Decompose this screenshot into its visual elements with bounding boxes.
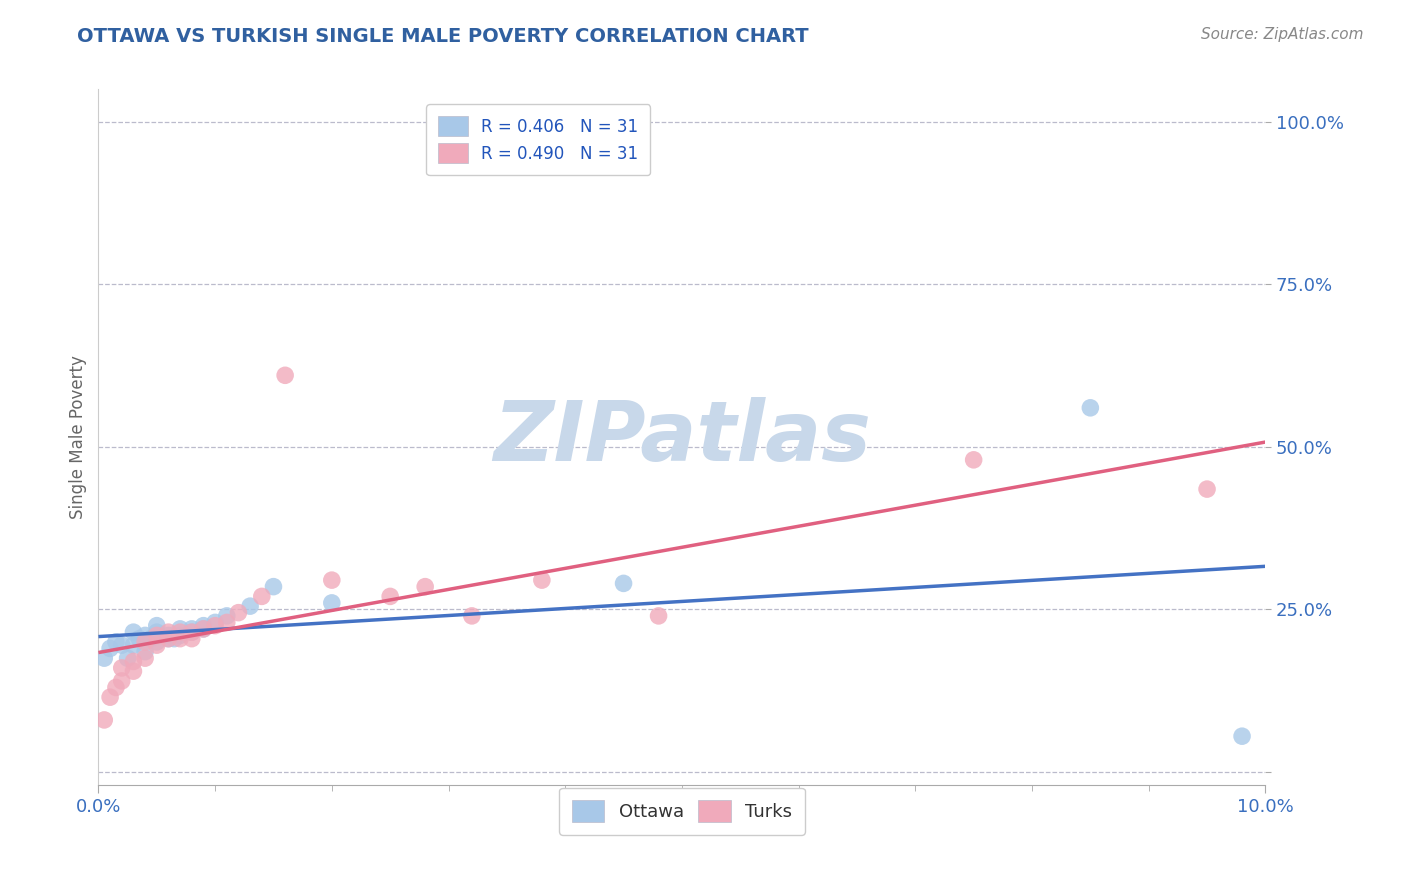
Point bbox=[193, 622, 215, 636]
Point bbox=[461, 608, 484, 623]
Point bbox=[262, 580, 284, 594]
Point bbox=[98, 690, 121, 705]
Point bbox=[93, 713, 115, 727]
Point bbox=[122, 625, 145, 640]
Text: OTTAWA VS TURKISH SINGLE MALE POVERTY CORRELATION CHART: OTTAWA VS TURKISH SINGLE MALE POVERTY CO… bbox=[77, 27, 808, 45]
Point bbox=[98, 641, 121, 656]
Point bbox=[169, 625, 191, 640]
Point bbox=[122, 638, 145, 652]
Point bbox=[204, 618, 226, 632]
Point bbox=[139, 632, 162, 646]
Point bbox=[413, 580, 436, 594]
Point bbox=[180, 632, 202, 646]
Point bbox=[146, 625, 169, 640]
Point bbox=[134, 628, 156, 642]
Point bbox=[146, 618, 169, 632]
Text: ZIPatlas: ZIPatlas bbox=[494, 397, 870, 477]
Point bbox=[380, 590, 402, 604]
Point bbox=[111, 661, 134, 675]
Point bbox=[93, 651, 115, 665]
Point bbox=[169, 622, 191, 636]
Point bbox=[111, 638, 134, 652]
Point bbox=[647, 608, 669, 623]
Point bbox=[111, 673, 134, 688]
Y-axis label: Single Male Poverty: Single Male Poverty bbox=[69, 355, 87, 519]
Point bbox=[157, 625, 180, 640]
Point bbox=[321, 573, 343, 587]
Point bbox=[962, 453, 984, 467]
Point bbox=[117, 651, 139, 665]
Point bbox=[157, 628, 180, 642]
Point bbox=[250, 590, 273, 604]
Point bbox=[215, 608, 238, 623]
Point bbox=[134, 651, 156, 665]
Point bbox=[146, 638, 169, 652]
Point bbox=[122, 664, 145, 678]
Point bbox=[193, 618, 215, 632]
Point bbox=[134, 645, 156, 659]
Point bbox=[321, 596, 343, 610]
Point bbox=[157, 632, 180, 646]
Legend: Ottawa, Turks: Ottawa, Turks bbox=[560, 788, 804, 835]
Point bbox=[228, 606, 250, 620]
Point bbox=[146, 635, 169, 649]
Point bbox=[146, 628, 169, 642]
Point bbox=[612, 576, 634, 591]
Point bbox=[122, 654, 145, 668]
Point bbox=[1195, 482, 1218, 496]
Point bbox=[104, 635, 127, 649]
Text: Source: ZipAtlas.com: Source: ZipAtlas.com bbox=[1201, 27, 1364, 42]
Point bbox=[180, 625, 202, 640]
Point bbox=[239, 599, 262, 614]
Point bbox=[530, 573, 553, 587]
Point bbox=[1080, 401, 1102, 415]
Point bbox=[157, 632, 180, 646]
Point bbox=[274, 368, 297, 383]
Point bbox=[180, 625, 202, 640]
Point bbox=[193, 622, 215, 636]
Point bbox=[169, 628, 191, 642]
Point bbox=[104, 681, 127, 695]
Point bbox=[215, 615, 238, 630]
Point bbox=[204, 615, 226, 630]
Point bbox=[134, 635, 156, 649]
Point bbox=[169, 632, 191, 646]
Point bbox=[180, 622, 202, 636]
Point bbox=[163, 632, 186, 646]
Point bbox=[1230, 729, 1253, 743]
Point bbox=[128, 632, 150, 646]
